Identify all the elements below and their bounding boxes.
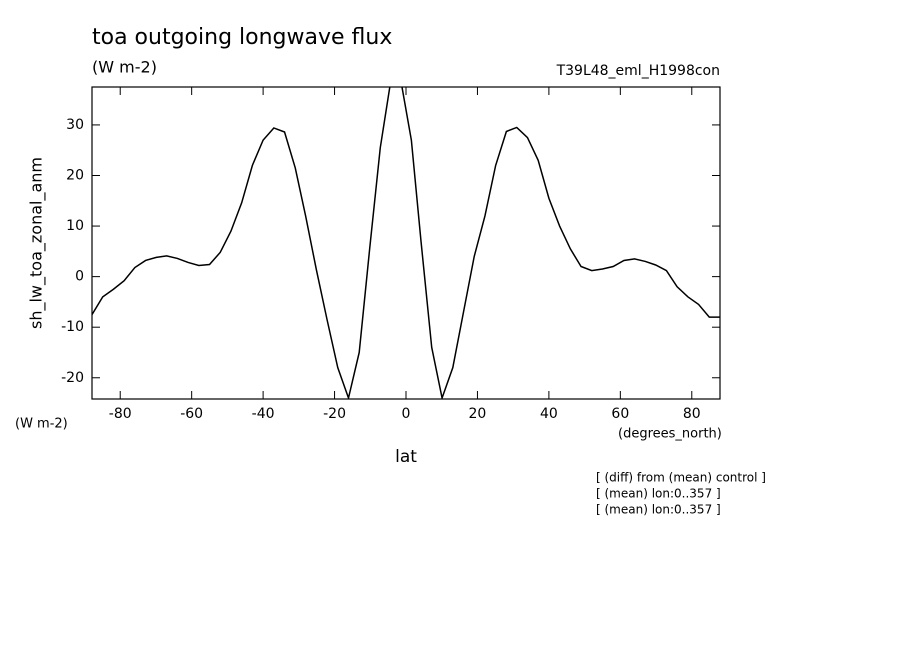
x-axis-label: lat	[395, 447, 417, 467]
x-tick-label: 20	[469, 406, 487, 422]
plot-frame	[91, 86, 721, 400]
y-tick-label: 10	[66, 218, 84, 234]
chart-title: toa outgoing longwave flux	[92, 25, 392, 50]
x-tick-label: 80	[683, 406, 701, 422]
x-units: (degrees_north)	[618, 427, 722, 442]
x-tick-label: -80	[109, 406, 132, 422]
y-tick-label: 20	[66, 167, 84, 183]
x-tick-label: -60	[180, 406, 203, 422]
x-tick-label: 0	[402, 406, 411, 422]
y-tick-label: 30	[66, 117, 84, 133]
run-label: T39L48_eml_H1998con	[556, 63, 720, 79]
x-tick-label: -20	[323, 406, 346, 422]
note: [ (diff) from (mean) control ]	[596, 471, 766, 485]
y-tick-label: 0	[75, 269, 84, 285]
note: [ (mean) lon:0..357 ]	[596, 503, 721, 517]
x-tick-label: -40	[252, 406, 275, 422]
chart-units: (W m-2)	[92, 58, 157, 77]
y-axis-label: sh_lw_toa_zonal_anm	[27, 157, 47, 329]
data-line	[92, 87, 720, 399]
y-units: (W m-2)	[15, 417, 68, 432]
x-tick-label: 40	[540, 406, 558, 422]
note: [ (mean) lon:0..357 ]	[596, 487, 721, 501]
y-tick-label: -20	[61, 370, 84, 386]
x-tick-label: 60	[611, 406, 629, 422]
y-tick-label: -10	[61, 319, 84, 335]
